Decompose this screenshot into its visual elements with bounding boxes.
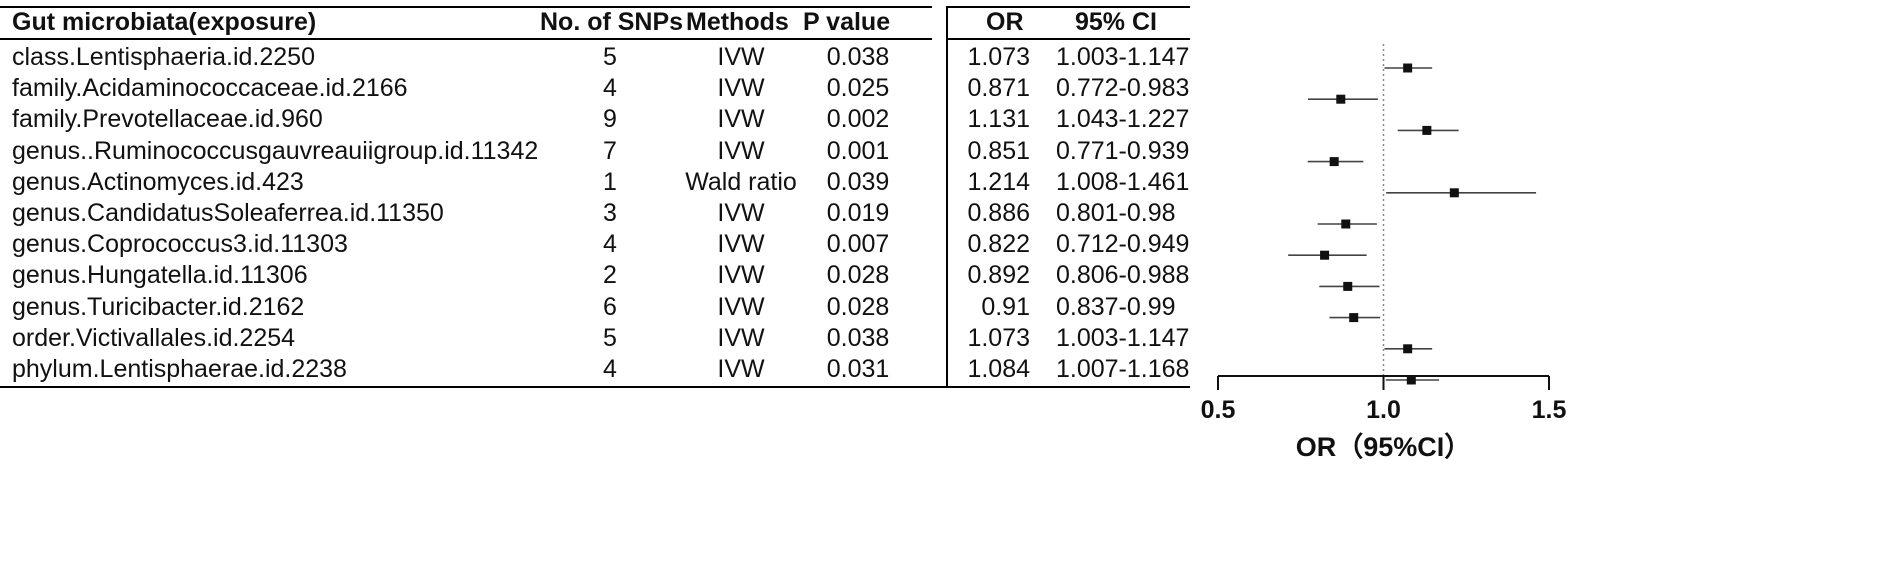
header-exposure: Gut microbiata(exposure) [12, 8, 317, 36]
cell-ci: 1.007-1.168 [1056, 355, 1190, 383]
cell-ci: 0.806-0.988 [1056, 261, 1190, 290]
x-tick-label: 1.5 [1532, 396, 1567, 424]
cell-pvalue: 0.002 [826, 105, 890, 134]
bottom-rule [0, 386, 1190, 388]
cell-pvalue: 0.028 [826, 261, 890, 290]
cell-snps: 4 [603, 355, 617, 383]
cell-or: 1.131 [967, 105, 1030, 134]
header-rule-left [0, 38, 932, 40]
header-ci: 95% CI [1075, 8, 1157, 36]
cell-or: 1.073 [967, 43, 1030, 71]
or-marker [1403, 344, 1413, 354]
cell-ci: 0.772-0.983 [1056, 74, 1190, 103]
cell-pvalue: 0.039 [826, 167, 890, 196]
header-rule-right [946, 38, 1190, 40]
cell-snps: 3 [603, 199, 617, 227]
cell-ci: 1.003-1.147 [1056, 43, 1190, 71]
cell-pvalue: 0.038 [826, 43, 890, 71]
cell-pvalue: 0.038 [826, 323, 890, 352]
top-rule-left [0, 6, 932, 8]
cell-exposure: order.Victivallales.id.2254 [12, 323, 296, 352]
cell-pvalue: 0.007 [826, 230, 890, 259]
top-rule-right [946, 6, 1190, 8]
cell-method: IVW [717, 105, 765, 134]
cell-method: IVW [717, 199, 765, 227]
cell-snps: 9 [603, 105, 617, 134]
cell-snps: 6 [603, 292, 617, 321]
cell-or: 1.214 [967, 167, 1030, 196]
or-marker [1329, 157, 1339, 167]
cell-pvalue: 0.031 [826, 355, 890, 383]
cell-ci: 0.801-0.98 [1056, 199, 1176, 227]
or-marker [1422, 125, 1432, 135]
or-marker [1449, 188, 1459, 198]
x-tick-label: 0.5 [1201, 396, 1236, 424]
cell-snps: 4 [603, 74, 617, 103]
cell-method: IVW [717, 261, 765, 290]
cell-pvalue: 0.025 [826, 74, 890, 103]
x-axis-title: OR（95%CI） [1296, 432, 1472, 462]
cell-pvalue: 0.001 [826, 136, 890, 165]
cell-or: 1.084 [967, 355, 1030, 383]
header-or: OR [986, 8, 1024, 36]
cell-method: IVW [717, 292, 765, 321]
cell-or: 0.886 [967, 199, 1030, 227]
cell-ci: 1.008-1.461 [1056, 167, 1190, 196]
cell-exposure: family.Prevotellaceae.id.960 [12, 105, 323, 134]
cell-exposure: phylum.Lentisphaerae.id.2238 [12, 355, 347, 383]
cell-exposure: genus.Coprococcus3.id.11303 [12, 230, 348, 259]
cell-or: 0.91 [981, 292, 1030, 321]
or-marker [1320, 250, 1330, 260]
cell-snps: 4 [603, 230, 617, 259]
or-marker [1349, 313, 1359, 323]
or-marker [1336, 94, 1346, 104]
cell-or: 0.822 [967, 230, 1030, 259]
cell-exposure: genus.Turicibacter.id.2162 [12, 292, 305, 321]
or-marker [1341, 219, 1351, 229]
cell-method: Wald ratio [685, 167, 797, 196]
cell-or: 0.871 [967, 74, 1030, 103]
cell-ci: 1.043-1.227 [1056, 105, 1190, 134]
or-marker [1406, 375, 1416, 385]
cell-snps: 5 [603, 323, 617, 352]
cell-method: IVW [717, 74, 765, 103]
cell-exposure: family.Acidaminococcaceae.id.2166 [12, 74, 408, 103]
cell-method: IVW [717, 323, 765, 352]
cell-snps: 5 [603, 43, 617, 71]
cell-exposure: genus..Ruminococcusgauvreauiigroup.id.11… [12, 136, 539, 165]
or-marker [1343, 281, 1353, 291]
cell-ci: 1.003-1.147 [1056, 323, 1190, 352]
cell-ci: 0.837-0.99 [1056, 292, 1176, 321]
cell-ci: 0.712-0.949 [1056, 230, 1190, 259]
cell-exposure: class.Lentisphaeria.id.2250 [12, 43, 315, 71]
cell-method: IVW [717, 43, 765, 71]
column-divider [946, 6, 948, 386]
cell-exposure: genus.CandidatusSoleaferrea.id.11350 [12, 199, 444, 227]
cell-or: 0.892 [967, 261, 1030, 290]
cell-snps: 7 [603, 136, 617, 165]
cell-pvalue: 0.019 [826, 199, 890, 227]
cell-snps: 1 [603, 167, 617, 196]
cell-snps: 2 [603, 261, 617, 290]
header-methods: Methods [686, 8, 789, 36]
cell-or: 0.851 [967, 136, 1030, 165]
header-pvalue: P value [803, 8, 891, 36]
or-marker [1403, 63, 1413, 73]
cell-exposure: genus.Hungatella.id.11306 [12, 261, 308, 290]
cell-method: IVW [717, 355, 765, 383]
cell-or: 1.073 [967, 323, 1030, 352]
header-snps: No. of SNPs [540, 8, 684, 36]
cell-method: IVW [717, 136, 765, 165]
cell-ci: 0.771-0.939 [1056, 136, 1190, 165]
cell-exposure: genus.Actinomyces.id.423 [12, 167, 304, 196]
cell-pvalue: 0.028 [826, 292, 890, 321]
x-tick-label: 1.0 [1366, 396, 1401, 424]
cell-method: IVW [717, 230, 765, 259]
